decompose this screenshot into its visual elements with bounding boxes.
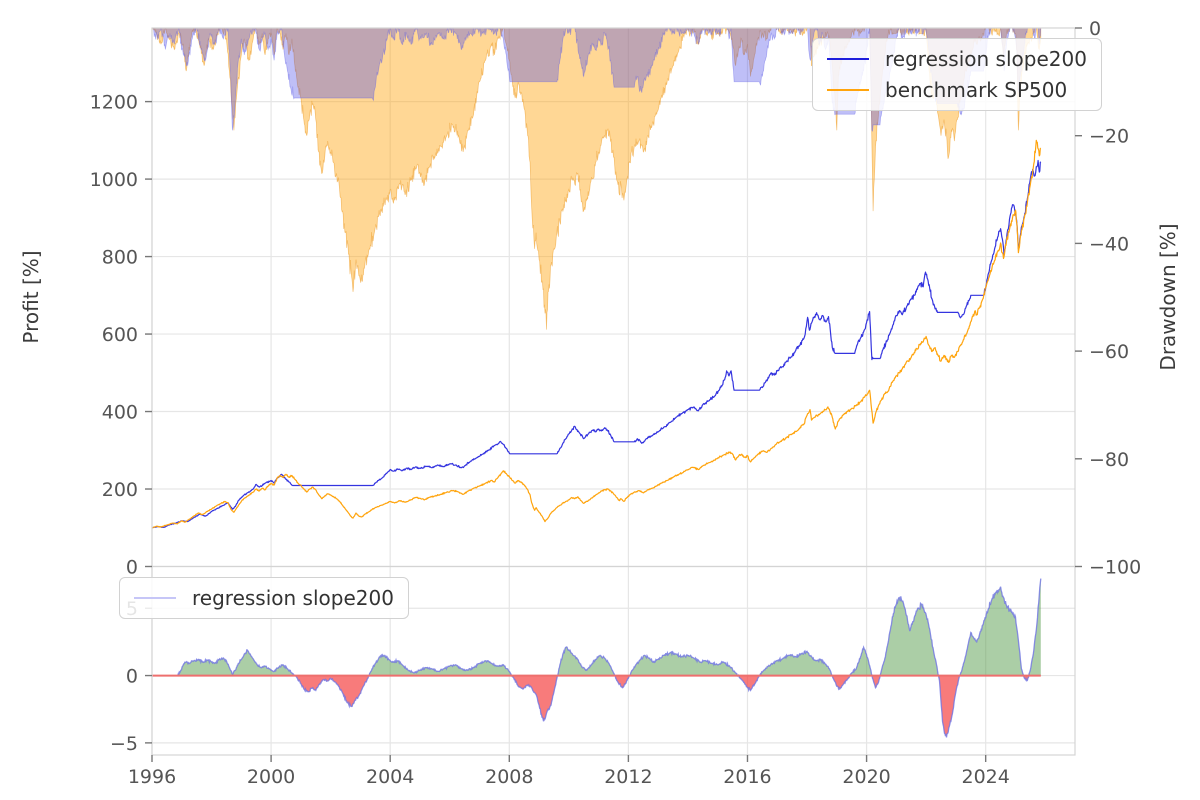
y-tick-label-drawdown: −20 (1089, 126, 1129, 148)
legend-row-oscillator: regression slope200 (134, 587, 394, 609)
legend-row-strategy: regression slope200 (827, 48, 1087, 70)
oscillator-plot-border (151, 565, 1076, 756)
y-tick-label-profit: 800 (102, 247, 138, 269)
y-tick-label-profit: 400 (102, 402, 138, 424)
oscillator-line (176, 578, 1042, 738)
x-tick-label-year: 2024 (961, 766, 1009, 788)
strategy-line-swatch (827, 58, 869, 60)
y-tick-label-profit: 600 (102, 324, 138, 346)
oscillator-legend: regression slope200 (119, 577, 409, 619)
x-tick-label-year: 2000 (247, 766, 295, 788)
y-tick-label-drawdown: −100 (1089, 557, 1141, 579)
x-tick-label-year: 2004 (366, 766, 414, 788)
oscillator-line-swatch (134, 597, 176, 599)
y-tick-label-profit: 1200 (90, 92, 138, 114)
y-axis-label-drawdown: Drawdown [%] (1156, 223, 1180, 371)
equity-line (152, 159, 1042, 529)
x-tick-label-year: 1996 (128, 766, 176, 788)
drawdown-area (152, 28, 1042, 330)
benchmark-line-swatch (827, 89, 869, 91)
x-tick-label-year: 2016 (723, 766, 771, 788)
y-tick-label-drawdown: −40 (1089, 233, 1129, 255)
x-tick-label-year: 2008 (485, 766, 533, 788)
equity-line (152, 139, 1042, 529)
y-tick-label-drawdown: −60 (1089, 341, 1129, 363)
y-axis-label-profit: Profit [%] (19, 250, 43, 344)
y-tick-label-profit: 1000 (90, 169, 138, 191)
legend-label-oscillator: regression slope200 (192, 586, 394, 610)
x-tick-label-year: 2012 (604, 766, 652, 788)
legend-label-benchmark: benchmark SP500 (885, 78, 1068, 102)
y-tick-label-drawdown: −80 (1089, 449, 1129, 471)
main-legend: regression slope200 benchmark SP500 (812, 38, 1102, 111)
legend-row-benchmark: benchmark SP500 (827, 79, 1087, 101)
y-tick-label-oscillator: −5 (110, 733, 138, 755)
y-tick-label-oscillator: 0 (126, 666, 138, 688)
x-tick-label-year: 2020 (842, 766, 890, 788)
y-tick-label-profit: 200 (102, 479, 138, 501)
y-tick-label-profit: 0 (126, 557, 138, 579)
oscillator-negative-area (177, 675, 1041, 738)
legend-label-strategy: regression slope200 (885, 47, 1087, 71)
y-tick-label-drawdown: 0 (1089, 18, 1101, 40)
